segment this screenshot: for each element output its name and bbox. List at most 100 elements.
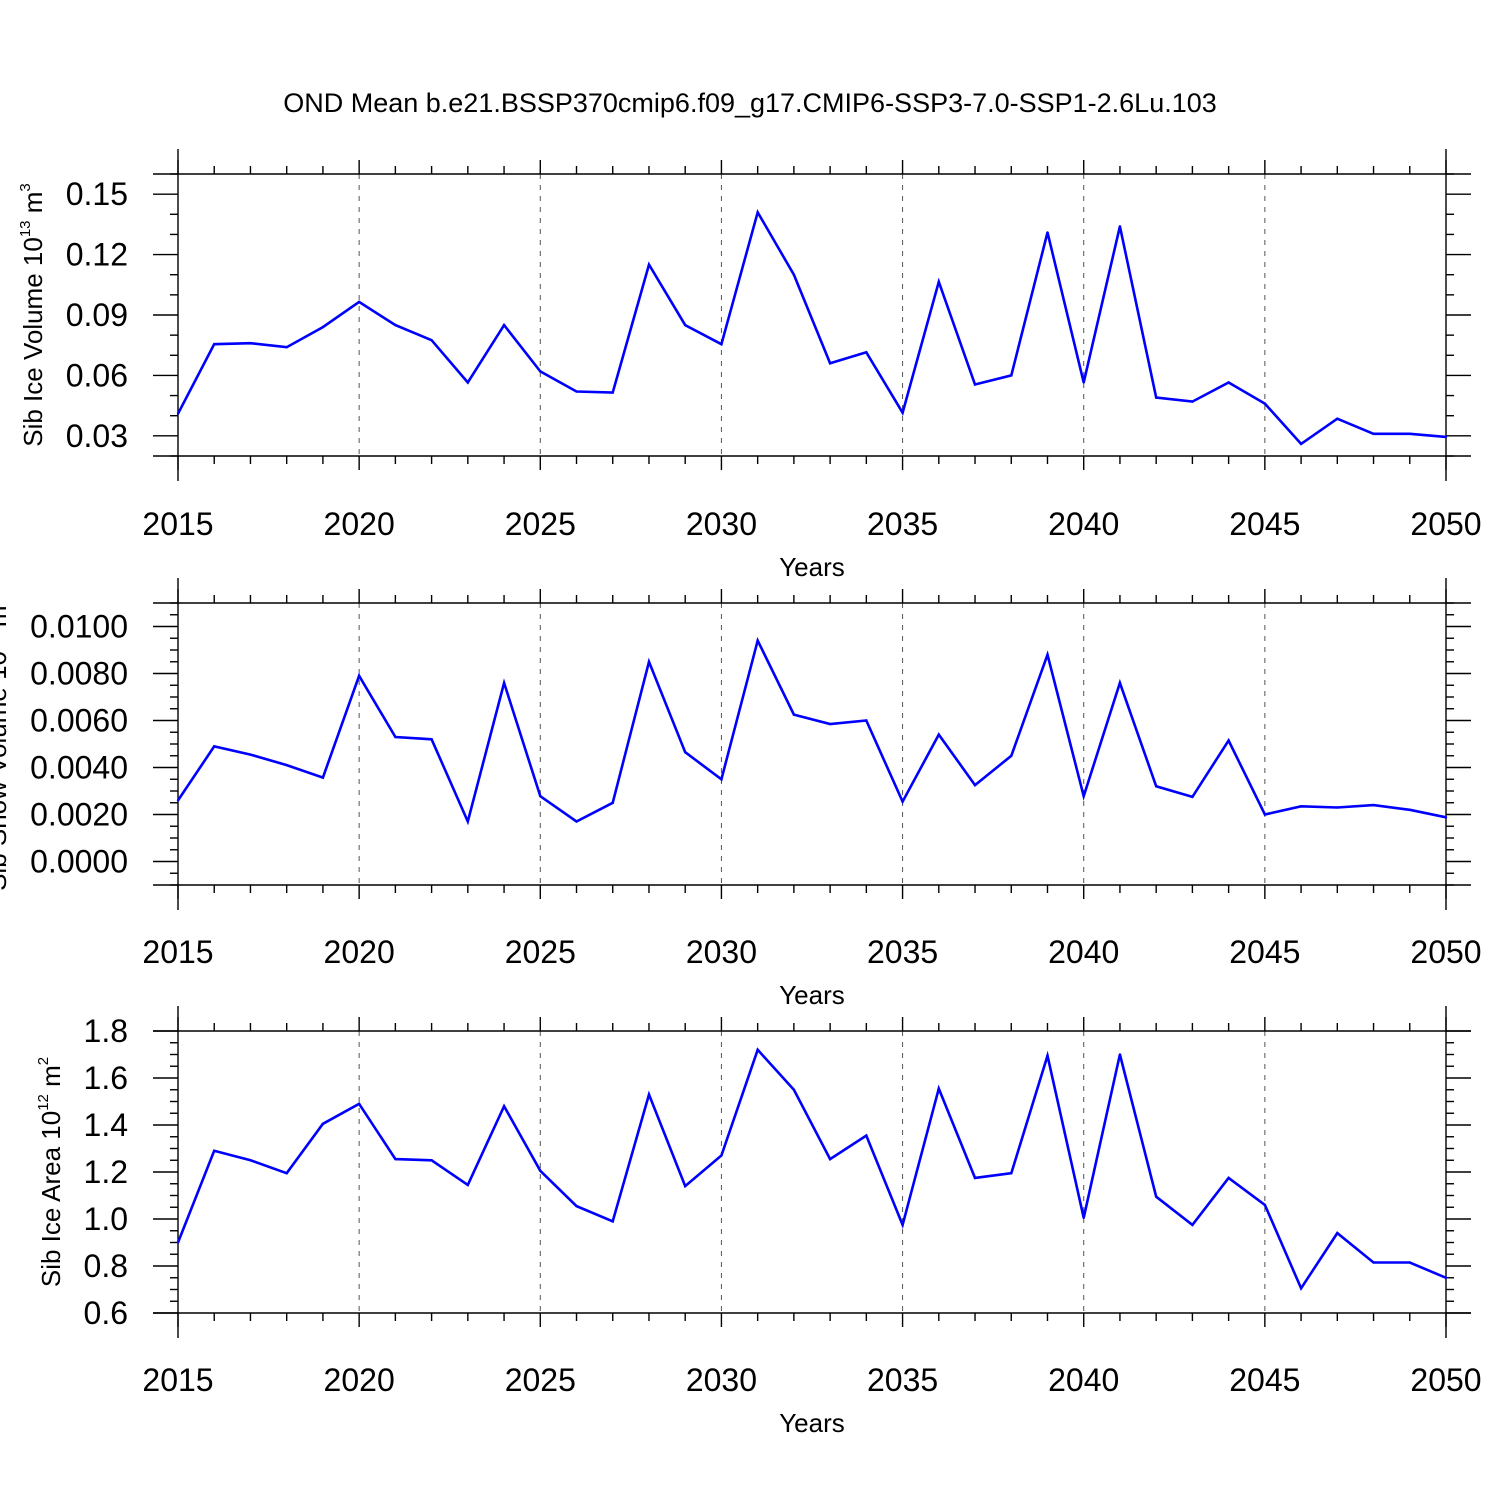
data-point: [1227, 739, 1230, 742]
data-point: [647, 660, 651, 663]
x-tick-label: 2050: [1410, 934, 1481, 970]
y-axis-label-main: Sib Ice Area 10: [36, 1111, 66, 1287]
data-point: [575, 820, 578, 823]
data-point: [647, 1093, 651, 1096]
data-point: [394, 735, 397, 739]
x-tick-label: 2025: [505, 934, 576, 970]
data-point: [357, 674, 361, 678]
data-point: [1263, 1203, 1267, 1207]
data-point: [720, 778, 723, 781]
data-point: [756, 639, 759, 642]
data-point: [973, 383, 977, 386]
data-point: [1191, 795, 1194, 799]
data-point: [1118, 681, 1122, 685]
data-point: [1372, 803, 1375, 807]
data-point: [1046, 653, 1049, 656]
data-point: [213, 1149, 216, 1153]
data-point: [394, 1157, 397, 1161]
y-tick-label: 1.0: [84, 1201, 128, 1237]
data-point: [828, 362, 832, 365]
data-point: [539, 1169, 542, 1173]
data-point: [901, 800, 904, 803]
data-point: [1010, 754, 1013, 757]
data-point: [647, 263, 651, 266]
data-point: [1336, 417, 1339, 420]
data-point: [176, 412, 180, 415]
data-point: [1010, 1171, 1013, 1175]
data-point: [1227, 1176, 1230, 1180]
x-tick-label: 2035: [867, 506, 938, 542]
y-axis-label-main: Sib Ice Volume 10: [18, 237, 48, 447]
data-point: [865, 719, 868, 722]
data-point: [1263, 402, 1267, 405]
data-point: [973, 783, 977, 787]
x-tick-label: 2040: [1048, 934, 1119, 970]
x-axis-label: Years: [779, 980, 845, 1010]
data-point: [249, 342, 252, 345]
y-tick-label: 0.12: [66, 237, 128, 273]
y-tick-label: 1.2: [84, 1154, 128, 1190]
y-axis-label: Sib Snow Volume 1013 m3: [0, 597, 12, 891]
y-tick-label: 0.06: [66, 357, 128, 393]
data-point: [285, 763, 288, 767]
x-tick-label: 2015: [142, 506, 213, 542]
data-point: [1263, 813, 1267, 816]
panel-snow-volume: 0.0000 0.0020 0.0040 0.0060 0.0080 0.0100 2015…: [0, 578, 1482, 1010]
data-point: [792, 1088, 796, 1091]
data-point: [1082, 381, 1085, 384]
y-axis-label-unit: m: [18, 192, 48, 221]
y-tick-label: 0.0040: [30, 750, 128, 786]
y-tick-label: 0.0060: [30, 703, 128, 739]
data-point: [937, 733, 940, 736]
data-point: [611, 391, 614, 394]
x-tick-label: 2020: [324, 506, 395, 542]
data-point: [213, 343, 216, 346]
data-point: [1372, 1261, 1375, 1264]
y-tick-label: 0.8: [84, 1248, 128, 1284]
data-point: [1010, 374, 1013, 377]
x-tick-label: 2045: [1229, 506, 1300, 542]
data-point: [1082, 1216, 1085, 1220]
data-point: [1046, 1054, 1049, 1057]
x-tick-label: 2025: [505, 506, 576, 542]
data-point: [575, 390, 578, 393]
x-tick-label: 2045: [1229, 1362, 1300, 1398]
data-point: [502, 681, 506, 685]
data-point: [684, 323, 687, 327]
y-tick-label: 0.0000: [30, 844, 128, 880]
data-point: [1299, 805, 1303, 808]
y-tick-label: 0.0020: [30, 797, 128, 833]
y-tick-label: 0.09: [66, 297, 128, 333]
data-point: [756, 1048, 759, 1052]
data-point: [684, 1184, 687, 1188]
y-tick-label: 1.8: [84, 1013, 128, 1049]
data-point: [937, 280, 940, 283]
data-point: [430, 338, 433, 342]
data-point: [430, 738, 433, 741]
y-axis-label-unit-power: 2: [35, 1057, 52, 1065]
y-axis-label-unit: m: [36, 1065, 66, 1094]
data-point: [973, 1176, 977, 1180]
y-axis-label: Sib Ice Volume 1013 m3: [17, 183, 48, 447]
data-point: [539, 370, 542, 373]
x-tick-label: 2050: [1410, 1362, 1481, 1398]
data-point: [1118, 1053, 1122, 1056]
y-axis-label-main: Sib Snow Volume 10: [0, 651, 12, 891]
x-tick-label: 2020: [324, 934, 395, 970]
x-tick-label: 2035: [867, 934, 938, 970]
data-point: [321, 325, 325, 329]
data-point: [1408, 808, 1411, 811]
figure-title: OND Mean b.e21.BSSP370cmip6.f09_g17.CMIP…: [283, 88, 1217, 118]
data-point: [1299, 442, 1303, 446]
data-point: [1046, 231, 1049, 234]
panel-ice-volume: 0.03 0.06 0.09 0.12 0.15 2015 2020 2025 2030 2035…: [17, 149, 1482, 582]
y-tick-label: 1.6: [84, 1060, 128, 1096]
data-point: [1299, 1287, 1303, 1290]
data-point: [611, 801, 614, 804]
data-point: [1444, 1276, 1448, 1279]
data-point: [865, 1134, 868, 1137]
y-axis-label-exponent: 12: [35, 1094, 52, 1111]
data-point: [575, 1204, 578, 1208]
data-point: [1444, 816, 1448, 819]
data-point: [1082, 794, 1085, 798]
